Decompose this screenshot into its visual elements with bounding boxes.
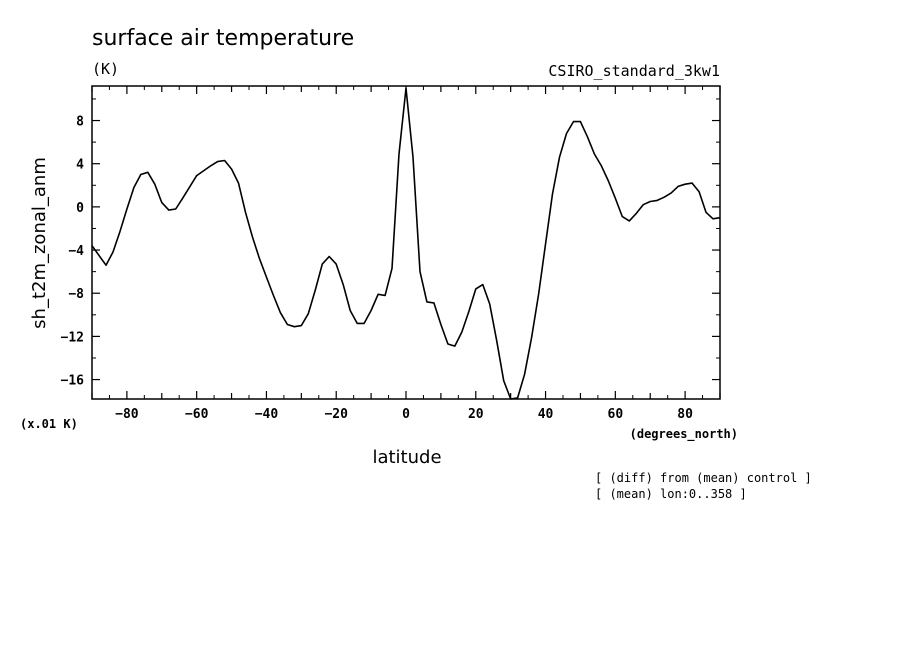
x-tick-label: −60: [185, 407, 209, 422]
x-tick-label: −20: [324, 407, 348, 422]
x-axis-label: latitude: [372, 447, 441, 468]
x-tick-label: 20: [468, 407, 484, 422]
y-tick-label: 8: [76, 115, 84, 130]
model-label: CSIRO_standard_3kw1: [548, 62, 720, 80]
scale-note: (x.01 K): [20, 417, 78, 431]
plot-frame: [91, 85, 721, 400]
x-tick-label: 0: [402, 407, 410, 422]
y-tick-label: −8: [68, 287, 84, 302]
x-units-label: (degrees_north): [630, 427, 738, 442]
series-layer: [91, 87, 721, 400]
units-label: (K): [92, 60, 119, 78]
y-tick-label: −12: [61, 330, 84, 345]
x-tick-label: −80: [115, 407, 139, 422]
note-mean: [ (mean) lon:0..358 ]: [595, 487, 747, 501]
y-axis-label: sh_t2m_zonal_anm: [29, 157, 50, 329]
chart-title: surface air temperature: [92, 26, 354, 51]
y-tick-label: −4: [68, 244, 84, 259]
series-line: [91, 87, 721, 400]
note-diff: [ (diff) from (mean) control ]: [595, 471, 812, 485]
x-tick-label: −40: [255, 407, 279, 422]
x-axis: −80 −60 −40 −20 0 20 40 60 80: [91, 86, 721, 422]
x-tick-label: 60: [608, 407, 624, 422]
x-tick-label: 80: [677, 407, 693, 422]
y-tick-label: −16: [61, 374, 85, 389]
y-tick-label: 0: [76, 201, 84, 216]
y-tick-label: 4: [76, 158, 84, 173]
x-tick-label: 40: [538, 407, 554, 422]
y-axis: −16 −12 −8 −4 0 4 8: [61, 98, 720, 389]
